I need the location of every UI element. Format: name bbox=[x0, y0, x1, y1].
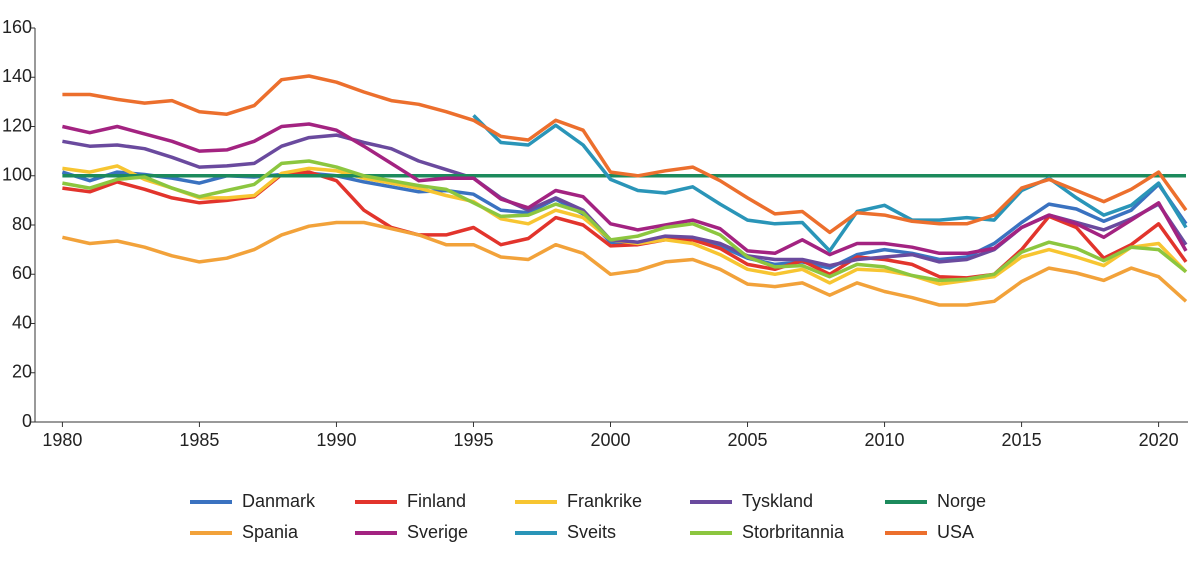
y-tick-label: 160 bbox=[2, 17, 32, 37]
y-tick-label: 120 bbox=[2, 115, 32, 135]
x-tick-label: 1980 bbox=[42, 430, 82, 450]
y-tick-label: 40 bbox=[12, 312, 32, 332]
y-tick-label: 20 bbox=[12, 362, 32, 382]
legend-label: Storbritannia bbox=[742, 522, 845, 542]
y-tick-label: 140 bbox=[2, 66, 32, 86]
series-line bbox=[62, 74, 1188, 235]
legend-label: Tyskland bbox=[742, 491, 813, 511]
legend-label: Norge bbox=[937, 491, 986, 511]
series-line bbox=[62, 220, 1188, 307]
x-tick-label: 2000 bbox=[590, 430, 630, 450]
legend-label: Finland bbox=[407, 491, 466, 511]
legend-label: Sverige bbox=[407, 522, 468, 542]
y-tick-label: 100 bbox=[2, 165, 32, 185]
series-line bbox=[62, 159, 1188, 283]
x-tick-label: 2015 bbox=[1002, 430, 1042, 450]
y-tick-label: 60 bbox=[12, 263, 32, 283]
x-tick-label: 1985 bbox=[179, 430, 219, 450]
x-tick-label: 1995 bbox=[453, 430, 493, 450]
y-tick-label: 0 bbox=[22, 411, 32, 431]
legend-label: Danmark bbox=[242, 491, 316, 511]
x-tick-label: 2005 bbox=[728, 430, 768, 450]
x-tick-label: 2010 bbox=[865, 430, 905, 450]
legend-label: USA bbox=[937, 522, 974, 542]
series-line bbox=[62, 122, 1188, 257]
legend-label: Spania bbox=[242, 522, 299, 542]
legend-label: Sveits bbox=[567, 522, 616, 542]
series-line bbox=[472, 114, 1188, 253]
legend-label: Frankrike bbox=[567, 491, 642, 511]
x-tick-label: 2020 bbox=[1139, 430, 1179, 450]
x-tick-label: 1990 bbox=[316, 430, 356, 450]
y-tick-label: 80 bbox=[12, 214, 32, 234]
